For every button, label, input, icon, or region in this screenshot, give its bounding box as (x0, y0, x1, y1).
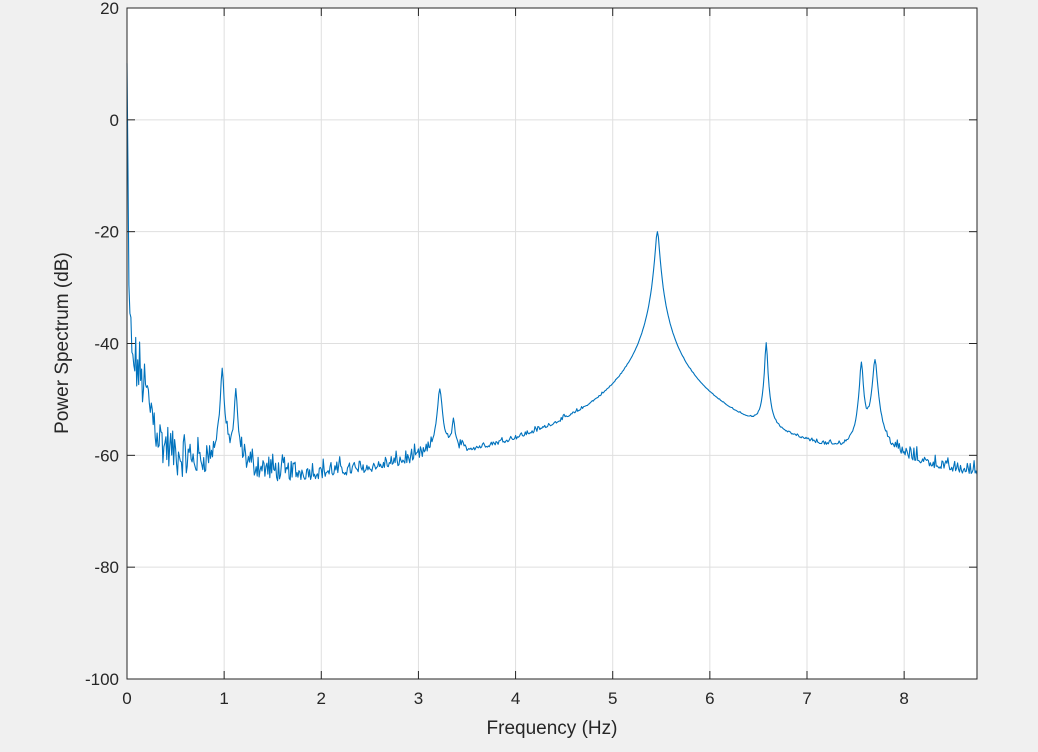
x-tick-label: 0 (122, 689, 131, 708)
x-axis: 0 1 2 3 4 5 6 7 8 (122, 8, 909, 708)
x-tick-label: 7 (802, 689, 811, 708)
x-axis-label: Frequency (Hz) (487, 718, 618, 739)
x-tick-label: 5 (608, 689, 617, 708)
y-tick-label: -80 (94, 558, 119, 577)
y-tick-label: 0 (110, 111, 119, 130)
x-tick-label: 3 (414, 689, 423, 708)
y-tick-label: 20 (100, 0, 119, 18)
y-axis-label: Power Spectrum (dB) (52, 252, 73, 434)
x-tick-label: 6 (705, 689, 714, 708)
series-group (126, 63, 978, 482)
x-tick-label: 2 (317, 689, 326, 708)
y-axis: -100 -80 -60 -40 -20 0 20 (85, 0, 977, 689)
x-tick-label: 4 (511, 689, 520, 708)
power-spectrum-line (126, 63, 978, 482)
y-tick-label: -60 (94, 446, 119, 465)
y-tick-label: -100 (85, 670, 119, 689)
x-tick-label: 1 (219, 689, 228, 708)
y-tick-label: -40 (94, 335, 119, 354)
grid-lines (127, 8, 977, 679)
y-tick-label: -20 (94, 223, 119, 242)
x-tick-label: 8 (899, 689, 908, 708)
